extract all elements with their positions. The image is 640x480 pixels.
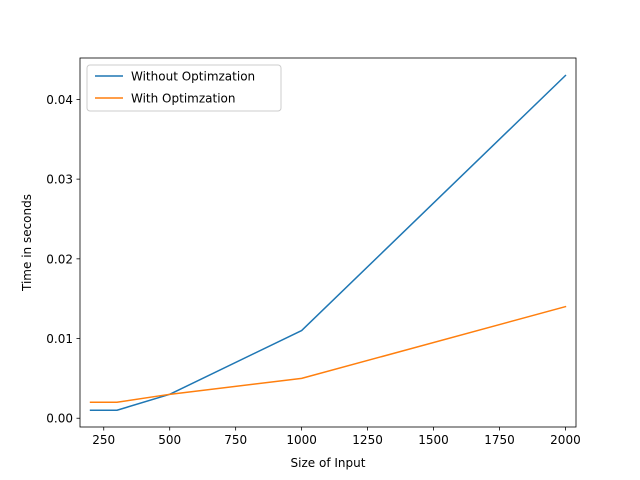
x-tick-label: 1000 <box>286 433 317 447</box>
y-tick-label: 0.03 <box>46 173 73 187</box>
x-axis-label: Size of Input <box>291 456 366 470</box>
x-axis: 250 500 750 1000 1250 1500 1750 2000 <box>92 427 581 447</box>
x-tick-label: 1250 <box>352 433 383 447</box>
legend-box <box>86 64 282 112</box>
plot-area <box>89 74 567 412</box>
y-tick-label: 0.04 <box>46 93 73 107</box>
x-tick-label: 2000 <box>550 433 581 447</box>
legend-label-without-optimzation: Without Optimzation <box>131 70 255 84</box>
y-tick-label: 0.01 <box>46 332 73 346</box>
series-line-with-optimzation <box>89 305 567 404</box>
axes: 250 500 750 1000 1250 1500 1750 2000 0.000.010.… <box>20 57 581 470</box>
legend-label-with-optimzation: With Optimzation <box>131 92 236 106</box>
x-tick-label: 250 <box>92 433 115 447</box>
y-axis: 0.00 0.01 0.02 0.03 0.04 <box>46 93 80 426</box>
x-tick-label: 1500 <box>418 433 449 447</box>
y-axis-label: Time in seconds <box>20 194 34 292</box>
legend: Without Optimzation With Optimzation <box>86 64 282 112</box>
axes-frame <box>79 57 577 428</box>
x-tick-label: 500 <box>158 433 181 447</box>
y-tick-label: 0.00 <box>46 412 73 426</box>
x-tick-label: 750 <box>224 433 247 447</box>
x-tick-label: 1750 <box>484 433 515 447</box>
y-tick-label: 0.02 <box>46 252 73 266</box>
